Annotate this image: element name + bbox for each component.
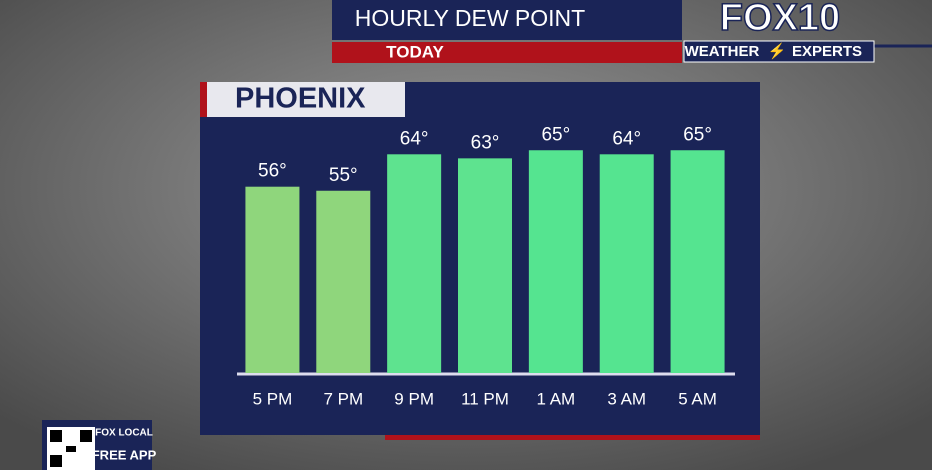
tagline: EXPERTS <box>792 43 862 60</box>
subtitle: TODAY <box>386 42 444 61</box>
logo: FOX10 <box>720 0 840 39</box>
x-tick-label: 5 PM <box>253 389 293 408</box>
bar <box>458 158 512 373</box>
title: HOURLY DEW POINT <box>355 5 585 31</box>
x-tick-label: 1 AM <box>536 389 575 408</box>
city-box <box>200 82 405 117</box>
x-tick-label: 11 PM <box>461 389 509 408</box>
panel-accent <box>385 435 760 440</box>
app-brand: FOX LOCAL <box>95 428 153 439</box>
tagline: WEATHER <box>685 43 760 60</box>
chart-title: PHOENIX <box>235 83 366 115</box>
tagline-box <box>683 40 875 63</box>
bolt: ⚡ <box>768 42 787 60</box>
title-banner <box>332 0 682 40</box>
city-accent <box>200 82 207 117</box>
value-label: 65° <box>541 124 570 145</box>
bar <box>599 154 654 373</box>
subtitle-banner <box>332 42 682 63</box>
bar <box>245 186 300 373</box>
x-tick-label: 9 PM <box>394 389 434 408</box>
x-tick-label: 5 AM <box>678 389 717 408</box>
bar <box>670 150 725 373</box>
bar <box>528 150 583 373</box>
bar <box>316 190 371 373</box>
value-label: 64° <box>400 128 429 149</box>
app-label: FREE APP <box>92 447 157 462</box>
value-label: 56° <box>258 161 287 182</box>
bar <box>387 154 442 373</box>
qr-pattern <box>50 430 92 467</box>
value-label: 64° <box>612 128 641 149</box>
value-label: 55° <box>329 165 358 186</box>
x-tick-label: 7 PM <box>323 389 363 408</box>
x-tick-label: 3 AM <box>607 389 646 408</box>
value-label: 65° <box>683 124 712 145</box>
value-label: 63° <box>471 132 500 153</box>
